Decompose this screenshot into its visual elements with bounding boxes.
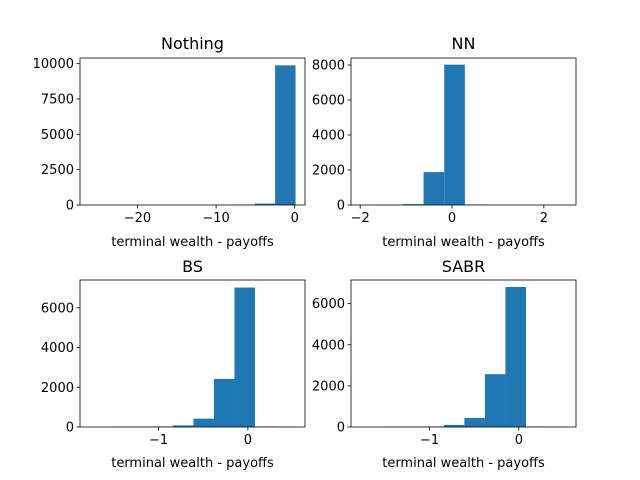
histogram-bar <box>423 172 445 205</box>
x-axis-ticks: −20 −10 0 <box>124 205 299 226</box>
subplot-nothing: Nothing −20 −10 0 0 2500 5000 7500 10000 termi… <box>33 34 306 250</box>
y-tick-label: 8000 <box>312 59 345 74</box>
histogram-bar <box>464 417 485 427</box>
plot-frame <box>350 279 577 428</box>
y-axis-ticks: 0 2000 4000 6000 <box>41 301 80 436</box>
y-axis-ticks: 0 2000 4000 6000 <box>312 297 351 436</box>
subplot-sabr: SABR −1 0 0 2000 4000 6000 terminal wealth -… <box>312 257 577 471</box>
y-tick-label: 7500 <box>41 92 74 107</box>
x-tick-label: 2 <box>540 211 548 226</box>
y-tick-label: 6000 <box>312 297 345 312</box>
y-tick-label: 2500 <box>41 163 74 178</box>
y-tick-label: 6000 <box>41 301 74 316</box>
y-tick-label: 2000 <box>312 379 345 394</box>
x-tick-label: −1 <box>420 433 439 448</box>
bar-group <box>361 64 569 206</box>
x-axis-ticks: −1 0 <box>420 427 523 448</box>
y-tick-label: 5000 <box>41 128 74 143</box>
y-axis-ticks: 0 2000 4000 6000 8000 <box>312 59 351 214</box>
x-axis-label: terminal wealth - payoffs <box>111 456 274 471</box>
x-tick-label: −2 <box>351 211 370 226</box>
subplot-title: SABR <box>442 257 486 276</box>
histogram-bar <box>193 418 214 427</box>
histogram-bar <box>172 425 194 427</box>
y-tick-label: 4000 <box>312 129 345 144</box>
y-tick-label: 0 <box>337 199 345 214</box>
y-tick-label: 0 <box>66 421 74 436</box>
y-tick-label: 4000 <box>312 338 345 353</box>
bar-group <box>361 286 568 427</box>
subplot-nn: NN −2 0 2 0 2000 4000 6000 8000 terminal wealt… <box>312 34 577 250</box>
histogram-bar <box>254 203 276 205</box>
histogram-bar <box>505 286 526 427</box>
x-tick-label: 0 <box>515 433 523 448</box>
plot-frame <box>79 57 306 206</box>
y-tick-label: 6000 <box>312 94 345 109</box>
y-tick-label: 0 <box>337 421 345 436</box>
histogram-bar <box>275 65 296 205</box>
y-tick-label: 4000 <box>41 341 74 356</box>
plot-frame <box>350 57 577 206</box>
histogram-bar <box>213 378 235 427</box>
x-axis-label: terminal wealth - payoffs <box>382 235 545 250</box>
y-tick-label: 2000 <box>41 381 74 396</box>
subplot-title: BS <box>182 257 203 276</box>
y-tick-label: 2000 <box>312 164 345 179</box>
x-axis-label: terminal wealth - payoffs <box>382 456 545 471</box>
y-tick-label: 0 <box>66 199 74 214</box>
x-tick-label: 0 <box>291 211 299 226</box>
subplot-title: Nothing <box>161 34 224 53</box>
y-tick-label: 10000 <box>33 57 74 72</box>
histogram-bar <box>443 424 465 427</box>
subplot-title: NN <box>452 34 476 53</box>
x-axis-ticks: −2 0 2 <box>351 205 548 226</box>
x-tick-label: 0 <box>244 433 252 448</box>
x-tick-label: −10 <box>202 211 229 226</box>
histogram-bar <box>444 64 465 206</box>
histogram-bar <box>484 374 506 427</box>
bar-group <box>90 287 297 427</box>
x-axis-label: terminal wealth - payoffs <box>111 235 274 250</box>
x-tick-label: 0 <box>448 211 456 226</box>
histogram-bar <box>234 287 255 427</box>
x-axis-ticks: −1 0 <box>149 427 252 448</box>
plot-frame <box>79 279 306 428</box>
x-tick-label: −1 <box>149 433 168 448</box>
x-tick-label: −20 <box>124 211 151 226</box>
histogram-bar <box>402 204 424 205</box>
subplot-bs: BS −1 0 0 2000 4000 6000 terminal wealth - p… <box>41 257 306 471</box>
y-axis-ticks: 0 2500 5000 7500 10000 <box>33 57 80 214</box>
